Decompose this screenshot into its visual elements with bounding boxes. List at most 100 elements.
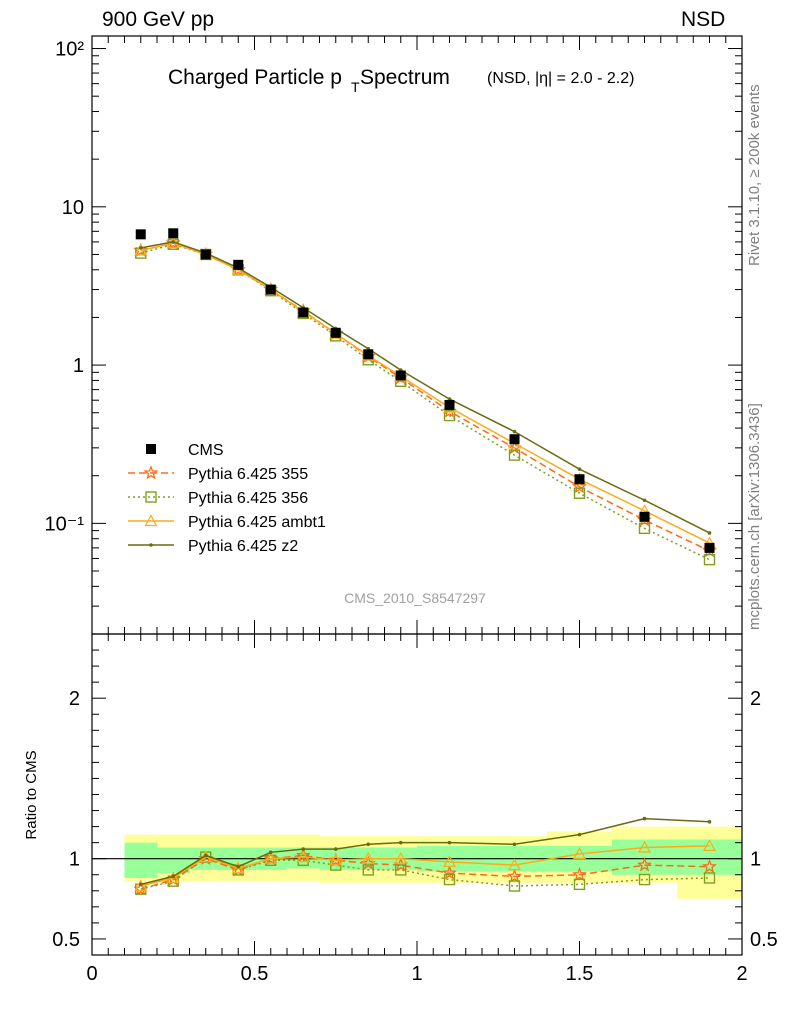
ratio-ytick-label-left: 2 (69, 688, 80, 710)
data-point-12 (639, 511, 650, 522)
ratio-point-3-11 (577, 832, 582, 837)
ratio-point-3-3 (236, 864, 241, 869)
xtick-label: 1.5 (566, 963, 594, 985)
ratio-point-0-13 (702, 858, 717, 874)
main-point-3-11 (577, 467, 582, 471)
ratio-ytick-label-left: 0.5 (52, 929, 80, 951)
ratio-point-0-5 (295, 847, 311, 862)
ratio-frame (91, 633, 743, 956)
main-ytick-label: 10 (62, 197, 84, 219)
main-point-1-13 (703, 553, 716, 566)
data-point-5 (298, 307, 309, 318)
ratio-ylabel: Ratio to CMS (23, 750, 40, 839)
main-line-1 (140, 243, 710, 561)
ratio-line-2 (140, 845, 710, 887)
legend-label-4: Pythia 6.425 z2 (188, 538, 298, 555)
ratio-point-3-4 (268, 850, 273, 855)
ratio-point-3-6 (333, 847, 338, 851)
main-point-3-10 (512, 429, 517, 434)
ratio-point-3-9 (447, 840, 452, 845)
ratio-ytick-label-right: 1 (750, 849, 761, 871)
chart-title-subscript: T (351, 79, 360, 95)
band-inner-0 (124, 842, 158, 878)
legend: CMS Pythia 6.425 355 Pythia 6.425 356 Pythi… (128, 442, 326, 555)
chart-title: Charged Particle p (168, 66, 342, 89)
ratio-point-1-7 (362, 864, 374, 876)
main-line-2 (140, 242, 710, 544)
xtick-label: 2 (736, 963, 747, 985)
ratio-uncertainty-bands (92, 826, 743, 899)
ratio-point-3-13 (707, 819, 712, 824)
main-point-3-1 (171, 240, 176, 244)
data-point-7 (363, 349, 374, 360)
chart-title-rest: Spectrum (360, 66, 450, 89)
data-point-13 (704, 542, 715, 553)
ratio-point-3-0 (138, 882, 143, 887)
ratio-point-3-7 (366, 842, 371, 847)
main-ytick-label: 10² (55, 39, 84, 61)
ratio-point-2-6 (329, 853, 343, 866)
data-point-1 (168, 228, 179, 239)
data-point-9 (444, 399, 455, 410)
legend-label-2: Pythia 6.425 356 (188, 490, 308, 507)
ratio-ytick-label-right: 2 (750, 688, 761, 710)
main-point-1-9 (443, 409, 456, 422)
ratio-point-2-12 (637, 840, 652, 853)
ratio-point-1-9 (443, 873, 456, 886)
data-point-11 (574, 474, 585, 485)
data-point-4 (265, 284, 276, 295)
ratio-point-0-10 (507, 868, 522, 883)
ratio-point-2-10 (507, 858, 522, 871)
xtick-label: 0 (86, 963, 97, 985)
ratio-point-3-8 (398, 840, 403, 845)
main-point-1-11 (573, 487, 586, 499)
ratio-ytick-label-left: 1 (69, 849, 80, 871)
chart-subtitle: (NSD, |η| = 2.0 - 2.2) (487, 70, 634, 87)
legend-label-1: Pythia 6.425 355 (188, 466, 308, 483)
energy-label: 900 GeV pp (102, 8, 215, 31)
ratio-point-3-2 (203, 853, 208, 858)
band-inner-12 (612, 839, 678, 875)
analysis-watermark: CMS_2010_S8547297 (344, 590, 486, 606)
process-label: NSD (681, 8, 726, 31)
ratio-point-2-9 (442, 855, 457, 868)
legend-label-3: Pythia 6.425 ambt1 (188, 514, 326, 531)
main-ytick-label: 1 (73, 355, 84, 377)
data-point-6 (330, 327, 341, 338)
ratio-point-1-8 (395, 864, 407, 876)
legend-marker-0 (146, 444, 156, 454)
main-point-2-0 (134, 243, 148, 256)
ratio-point-3-1 (171, 874, 176, 879)
legend-marker-1 (143, 465, 159, 480)
data-point-2 (200, 249, 211, 260)
ratio-line-3 (140, 817, 710, 886)
main-point-1-10 (508, 449, 521, 461)
data-point-10 (509, 434, 520, 445)
ratio-point-3-10 (512, 842, 517, 847)
ratio-point-2-0 (134, 879, 148, 892)
legend-label-0: CMS (188, 442, 224, 459)
ratio-point-0-9 (442, 865, 457, 880)
main-point-1-12 (638, 522, 651, 535)
ratio-point-2-7 (361, 851, 375, 864)
main-point-0-11 (572, 479, 587, 494)
ratio-point-2-3 (231, 861, 245, 874)
legend-marker-3 (144, 514, 158, 527)
ratio-point-1-11 (573, 878, 586, 891)
ratio-point-2-11 (572, 847, 587, 859)
ratio-ytick-label-right: 0.5 (750, 929, 778, 951)
legend-marker-2 (145, 491, 157, 503)
ratio-point-1-12 (638, 873, 651, 886)
main-line-0 (140, 242, 710, 552)
main-point-3-12 (642, 498, 647, 503)
xtick-label: 1 (411, 963, 422, 985)
ratio-point-0-6 (328, 852, 344, 867)
ratio-point-2-5 (296, 850, 310, 863)
main-point-3-13 (707, 531, 712, 535)
xtick-label: 0.5 (241, 963, 269, 985)
ratio-point-3-5 (301, 847, 306, 851)
data-point-0 (135, 229, 146, 240)
ratio-point-1-13 (703, 872, 716, 884)
main-line-3 (140, 241, 710, 534)
